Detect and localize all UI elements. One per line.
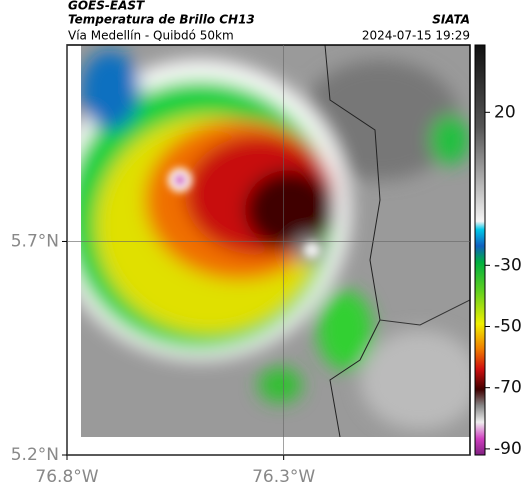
x-tick-label: 76.3°W <box>252 467 315 487</box>
colorbar-tick-label: -70 <box>494 378 522 398</box>
title: GOES-EAST <box>68 0 145 13</box>
colorbar-tick-label: 20 <box>494 102 516 122</box>
x-tick-label: 76.8°W <box>35 467 98 487</box>
y-tick-label: 5.7°N <box>11 231 59 251</box>
colorbar-tick-label: -90 <box>494 439 522 459</box>
subtitle: Temperatura de Brillo CH13 <box>68 13 255 27</box>
colorbar-tick-label: -30 <box>494 255 522 275</box>
colorbar <box>474 44 486 456</box>
datetime: 2024-07-15 19:29 <box>362 29 470 43</box>
source: SIATA <box>432 13 470 27</box>
colorbar-tick-label: -50 <box>494 316 522 336</box>
satellite-image <box>81 45 470 437</box>
region: Vía Medellín - Quibdó 50km <box>68 29 234 43</box>
y-tick-label: 5.2°N <box>11 445 59 465</box>
